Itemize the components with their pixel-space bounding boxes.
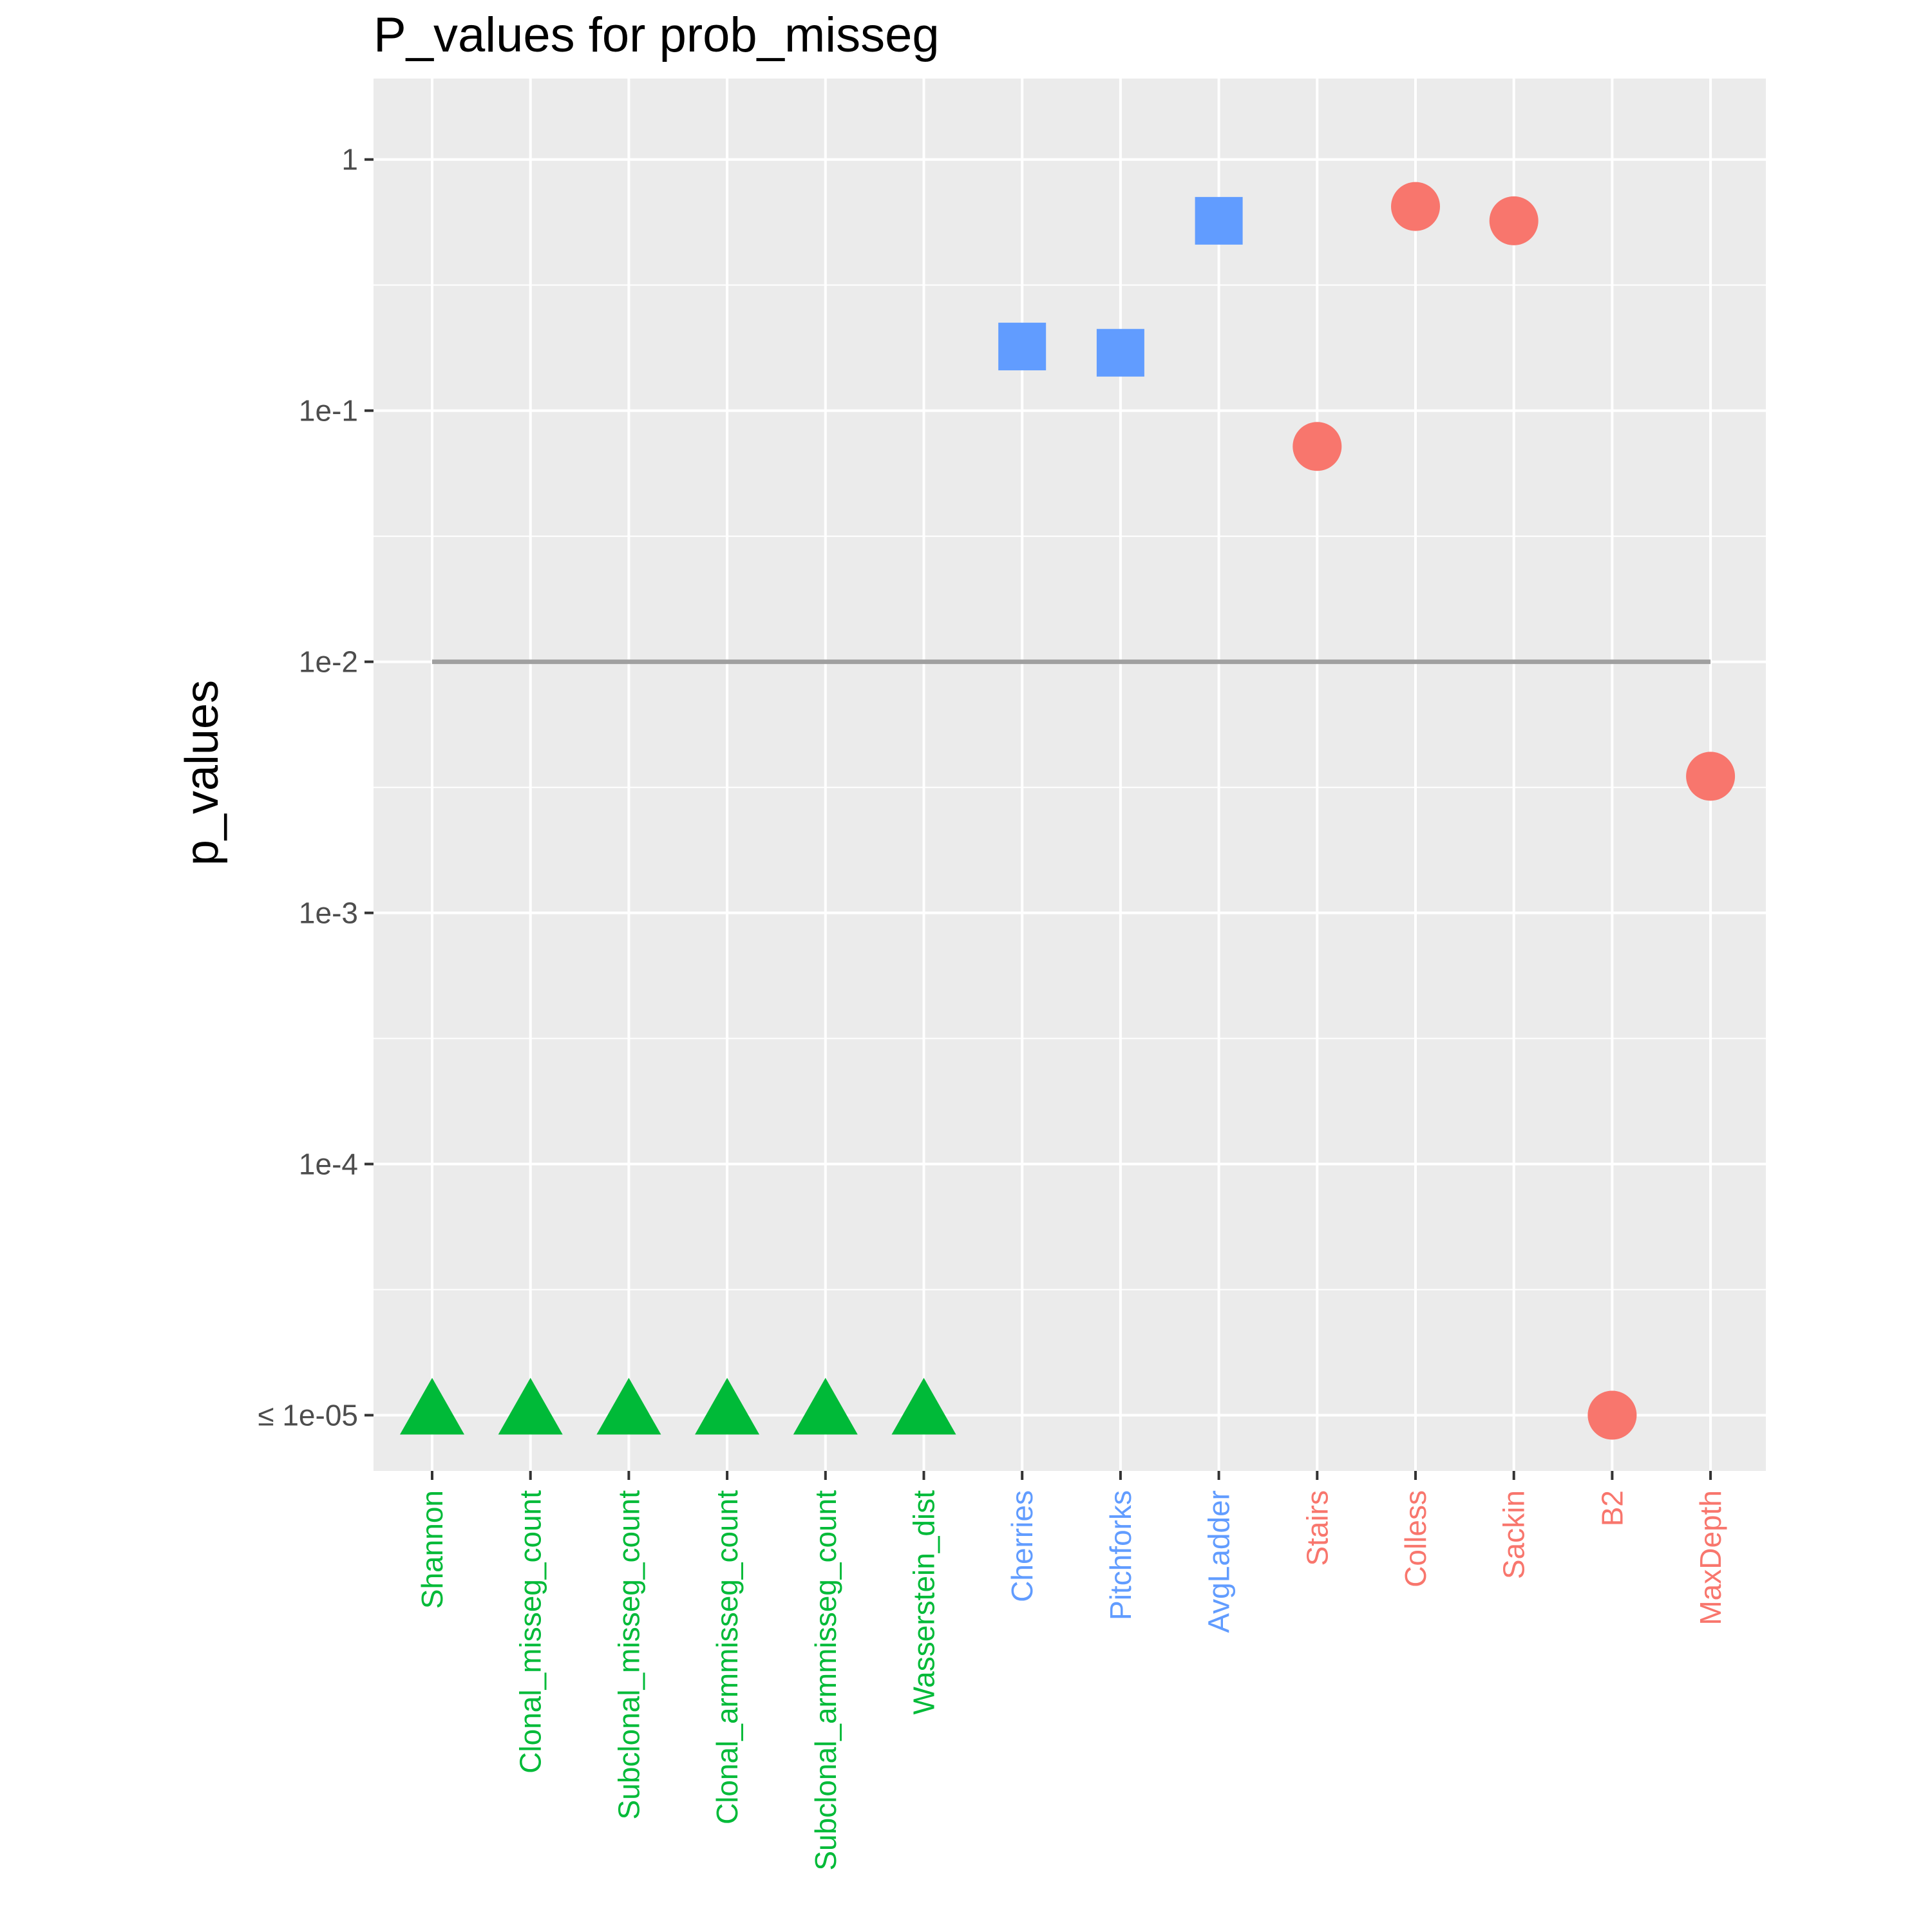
circle-point xyxy=(1686,752,1736,801)
square-point xyxy=(1195,196,1243,245)
y-axis-ticks: 1 1e-1 1e-2 1e-3 1e-4 ≤ 1e-05 xyxy=(258,143,374,1432)
y-tick-label: 1e-1 xyxy=(299,394,358,428)
x-tick-label: Shannon xyxy=(415,1490,449,1609)
x-tick-label: MaxDepth xyxy=(1694,1490,1727,1625)
triangle-point xyxy=(793,1378,858,1435)
square-point xyxy=(1096,328,1144,377)
square-point xyxy=(998,323,1046,371)
plot-panel xyxy=(374,79,1766,1471)
triangle-point xyxy=(498,1378,563,1435)
x-tick-label: Subclonal_misseg_count xyxy=(612,1490,645,1820)
y-tick-label: 1e-4 xyxy=(299,1148,358,1181)
y-tick-label: 1 xyxy=(341,143,358,176)
x-tick-label: Wasserstein_dist xyxy=(907,1490,941,1715)
x-tick-label: Sackin xyxy=(1497,1490,1531,1579)
y-axis-label: p_values xyxy=(176,680,228,866)
x-tick-label: Clonal_armmisseg_count xyxy=(710,1490,744,1824)
triangle-point xyxy=(596,1378,661,1435)
x-tick-label: Subclonal_armmisseg_count xyxy=(809,1490,842,1871)
x-tick-label: Stairs xyxy=(1300,1490,1334,1566)
circle-point xyxy=(1489,196,1539,245)
triangle-point xyxy=(891,1378,956,1435)
x-tick-label: AvgLadder xyxy=(1202,1490,1236,1633)
x-tick-label: Pitchforks xyxy=(1104,1490,1137,1620)
y-tick-label: ≤ 1e-05 xyxy=(258,1398,358,1432)
circle-point xyxy=(1587,1390,1637,1440)
circle-point xyxy=(1293,422,1342,471)
x-tick-label: Colless xyxy=(1399,1490,1432,1587)
chart-title: P_values for prob_misseg xyxy=(374,8,940,62)
y-tick-label: 1e-2 xyxy=(299,645,358,679)
triangle-point xyxy=(695,1378,760,1435)
x-tick-label: Clonal_misseg_count xyxy=(514,1490,547,1774)
x-axis-ticks: Shannon Clonal_misseg_count Subclonal_miss… xyxy=(415,1471,1727,1871)
x-tick-label: B2 xyxy=(1595,1490,1629,1526)
triangle-point xyxy=(400,1378,464,1435)
x-tick-label: Cherries xyxy=(1005,1490,1039,1602)
data-points xyxy=(400,182,1736,1440)
y-tick-label: 1e-3 xyxy=(299,896,358,930)
circle-point xyxy=(1391,182,1440,231)
